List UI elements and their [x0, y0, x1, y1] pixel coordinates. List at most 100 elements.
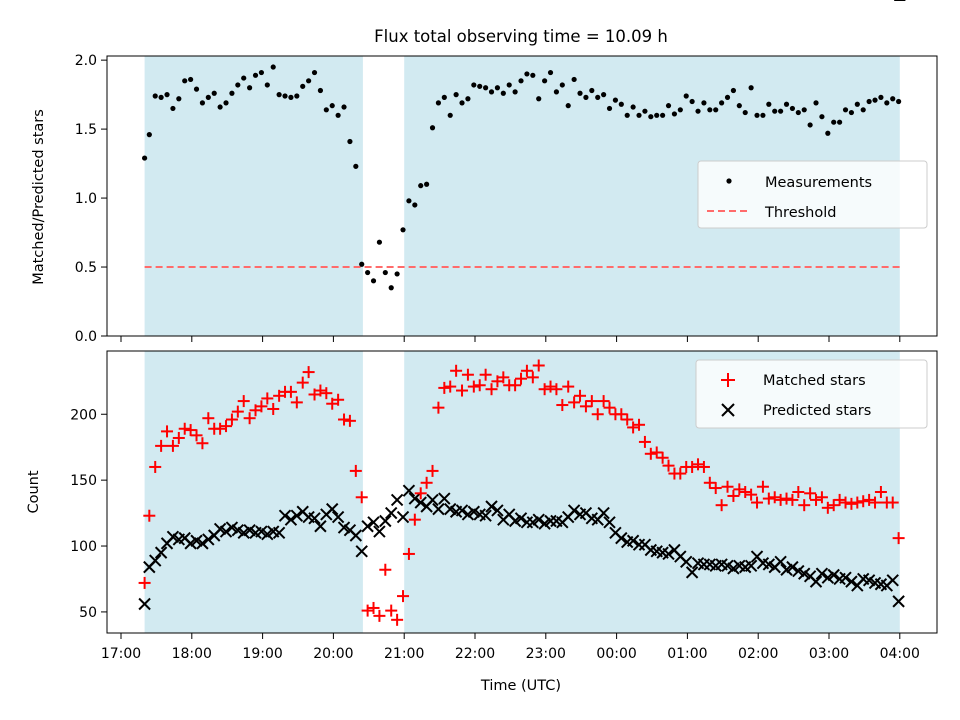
matched-star-point: [290, 396, 303, 409]
x-tick-label: 18:00: [172, 646, 212, 662]
matched-star-point: [591, 408, 604, 421]
matched-star-point: [361, 604, 374, 617]
measurement-point: [671, 111, 678, 117]
matched-star-point: [379, 563, 392, 576]
measurement-point: [329, 103, 335, 109]
bottom-axes-frame: [106, 350, 938, 634]
measurement-point: [176, 96, 182, 102]
measurement-point: [724, 94, 731, 100]
matched-star-point: [461, 368, 474, 381]
x-tick-label: 03:00: [809, 646, 849, 662]
measurement-point: [612, 97, 619, 103]
y-tick-label: 1.0: [75, 191, 97, 207]
measurement-point: [524, 71, 530, 77]
y-tick-label: 0.0: [75, 329, 97, 345]
measurement-point: [376, 239, 383, 245]
predicted-star-point: [514, 512, 528, 525]
measurement-point: [188, 76, 194, 83]
matched-star-point: [178, 422, 191, 435]
matched-star-point: [815, 491, 828, 504]
matched-star-point: [526, 371, 539, 384]
predicted-star-point: [432, 502, 445, 516]
matched-star-point: [202, 412, 215, 425]
predicted-star-point: [202, 533, 215, 546]
measurement-point: [837, 119, 843, 125]
x-tick-label: 04:00: [880, 646, 920, 662]
legend-threshold-label: Threshold: [764, 205, 836, 221]
predicted-star-point: [809, 575, 823, 588]
measurement-point: [347, 138, 353, 145]
predicted-star-point: [196, 537, 209, 550]
measurement-point: [618, 101, 624, 107]
measurement-point: [247, 85, 253, 91]
predicted-star-point: [626, 534, 640, 547]
measurement-point: [288, 94, 294, 100]
matched-star-point: [473, 379, 486, 392]
top-y-ticks: 0.0 0.5 1.0 1.5 2.0: [75, 53, 107, 345]
measurement-point: [701, 100, 707, 106]
measurement-point: [241, 75, 247, 81]
matched-star-point: [237, 395, 250, 408]
matched-star-point: [857, 495, 870, 508]
measurement-point: [736, 103, 742, 109]
x-tick-label: 00:00: [596, 646, 636, 662]
matched-star-point: [161, 425, 174, 438]
measurement-point: [211, 90, 217, 96]
predicted-star-point: [408, 492, 422, 505]
measurement-point: [630, 104, 636, 110]
measurement-point: [199, 100, 206, 106]
matched-star-point: [450, 364, 463, 377]
legend-predicted-label: Predicted stars: [763, 403, 871, 419]
matched-star-point: [456, 384, 469, 397]
predicted-star-point: [402, 484, 416, 497]
x-tick-label: 01:00: [667, 646, 707, 662]
matched-star-point: [827, 499, 840, 512]
matched-star-point: [703, 476, 716, 489]
measurement-point: [783, 101, 790, 107]
measurement-point: [406, 198, 412, 204]
measurement-point: [258, 69, 265, 76]
measurement-point: [819, 114, 825, 120]
measurement-point: [713, 107, 719, 113]
predicted-star-point: [379, 514, 392, 528]
matched-star-point: [574, 389, 587, 402]
matched-star-point: [479, 368, 492, 381]
measurement-point: [229, 90, 235, 96]
predicted-star-point: [385, 506, 398, 520]
legend-matched-label: Matched stars: [763, 373, 866, 389]
measurement-point: [707, 107, 713, 113]
measurement-point: [624, 112, 630, 118]
matched-star-point: [408, 513, 421, 526]
y-tick-label: 50: [79, 605, 97, 621]
matched-star-point: [562, 380, 575, 393]
matched-star-point: [166, 439, 179, 452]
matched-star-point: [597, 395, 610, 408]
measurement-point: [471, 82, 477, 88]
measurement-point: [494, 85, 501, 91]
matched-star-point: [214, 422, 227, 435]
measurement-point: [742, 109, 748, 116]
measurement-point: [353, 163, 359, 169]
measurement-point: [418, 183, 424, 189]
measurement-point: [264, 82, 270, 88]
predicted-star-point: [438, 492, 451, 505]
measurement-point: [223, 100, 229, 106]
measurement-point: [311, 69, 318, 76]
measurement-point: [730, 87, 737, 94]
measurement-point: [754, 112, 760, 118]
measurement-point: [884, 100, 890, 106]
predicted-star-point: [815, 567, 829, 580]
predicted-star-point: [520, 516, 534, 529]
matched-star-point: [556, 399, 569, 412]
matched-star-point: [874, 486, 887, 498]
matched-star-point: [892, 532, 905, 545]
predicted-star-point: [886, 574, 899, 587]
measurement-point: [807, 122, 813, 128]
matched-star-point: [385, 604, 398, 617]
measurement-point: [542, 78, 548, 84]
matched-star-point: [196, 437, 209, 450]
measurement-point: [370, 278, 377, 284]
predicted-star-point: [331, 510, 345, 524]
predicted-star-point: [278, 509, 292, 522]
legend-measurements-marker: [726, 178, 732, 184]
